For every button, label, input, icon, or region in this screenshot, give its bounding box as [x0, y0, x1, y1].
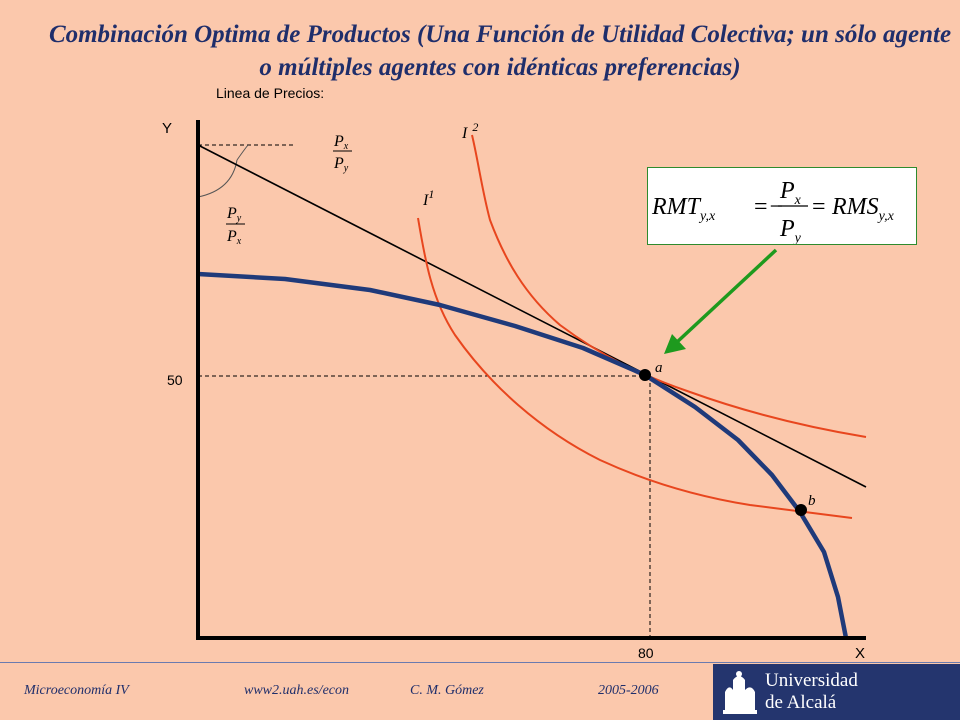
- svg-text:Py: Py: [226, 205, 242, 224]
- page-title: Combinación Optima de Productos (Una Fun…: [48, 21, 952, 81]
- point-b-label: b: [808, 493, 816, 509]
- formula: RMTy,x =− Px Py = RMSy,x: [651, 178, 895, 246]
- svg-text:RMSy,x: RMSy,x: [831, 194, 895, 224]
- x-axis-label: X: [855, 645, 865, 660]
- fraction-py-px: Py Px: [226, 205, 245, 247]
- university-name: Universidad de Alcalá: [765, 670, 858, 713]
- point-a: [639, 369, 651, 381]
- angle-arc-top: [236, 144, 249, 161]
- svg-text:Px: Px: [226, 228, 242, 247]
- point-a-label: a: [655, 360, 663, 376]
- svg-text:=: =: [812, 194, 826, 220]
- svg-text:RMTy,x: RMTy,x: [651, 194, 716, 224]
- y-tick-50: 50: [167, 372, 183, 388]
- university-logo: Universidad de Alcalá: [713, 664, 960, 720]
- svg-text:Py: Py: [333, 155, 349, 174]
- footer-years: 2005-2006: [598, 683, 659, 698]
- formula-arrow-head: [664, 334, 686, 354]
- formula-box: RMTy,x =− Px Py = RMSy,x: [647, 167, 917, 246]
- university-crest-icon: [723, 671, 757, 714]
- price-line-label: Linea de Precios:: [216, 85, 325, 101]
- production-frontier: [197, 271, 849, 639]
- fraction-px-py: Px Py: [333, 133, 352, 174]
- footer-divider: [0, 662, 960, 663]
- indifference-curve-i2: [471, 134, 867, 438]
- angle-arc-bottom: [197, 159, 238, 198]
- formula-arrow: [674, 248, 778, 345]
- svg-text:Py: Py: [779, 216, 802, 244]
- price-line: [197, 144, 867, 488]
- svg-text:Px: Px: [779, 178, 802, 208]
- y-axis-label: Y: [162, 120, 172, 137]
- footer-url: www2.uah.es/econ: [244, 683, 349, 698]
- svg-text:Px: Px: [333, 133, 349, 152]
- point-b: [795, 504, 807, 516]
- footer-course: Microeconomía IV: [24, 683, 129, 698]
- curve-label-i1: I1: [422, 187, 434, 209]
- x-tick-80: 80: [638, 645, 654, 660]
- svg-text:=−: =−: [754, 194, 783, 220]
- footer-author: C. M. Gómez: [410, 683, 484, 698]
